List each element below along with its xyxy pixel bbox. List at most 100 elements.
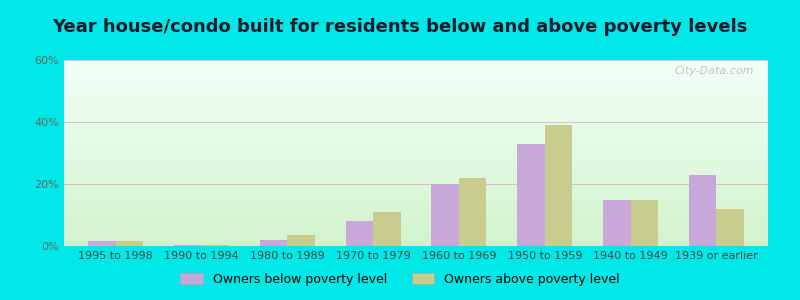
Bar [64, 135, 768, 136]
Bar [64, 214, 768, 215]
Bar [64, 101, 768, 102]
Text: City-Data.com: City-Data.com [674, 66, 754, 76]
Bar [115, 241, 143, 246]
Bar [64, 181, 768, 182]
Bar [202, 245, 229, 246]
Bar [64, 173, 768, 174]
Bar [64, 207, 768, 208]
Bar [64, 104, 768, 105]
Bar [64, 130, 768, 131]
Bar [64, 166, 768, 167]
Bar [64, 244, 768, 245]
Bar [64, 215, 768, 216]
Bar [64, 84, 768, 85]
Bar [64, 180, 768, 181]
Bar [64, 77, 768, 78]
Bar [64, 107, 768, 108]
Bar [287, 235, 314, 246]
Bar [64, 245, 768, 246]
Bar [64, 159, 768, 160]
Bar [64, 146, 768, 147]
Bar [64, 199, 768, 200]
Bar [64, 69, 768, 70]
Bar [64, 163, 768, 164]
Bar [64, 175, 768, 176]
Bar [64, 103, 768, 104]
Bar [64, 63, 768, 64]
Bar [431, 184, 459, 246]
Bar [64, 62, 768, 63]
Bar [64, 116, 768, 117]
Bar [64, 92, 768, 94]
Bar [64, 147, 768, 148]
Bar [64, 118, 768, 119]
Bar [64, 176, 768, 177]
Bar [64, 193, 768, 194]
Bar [64, 111, 768, 112]
Bar [64, 128, 768, 129]
Legend: Owners below poverty level, Owners above poverty level: Owners below poverty level, Owners above… [175, 268, 625, 291]
Bar [64, 61, 768, 62]
Bar [64, 83, 768, 84]
Bar [64, 125, 768, 126]
Bar [64, 99, 768, 100]
Bar [64, 235, 768, 236]
Bar [64, 171, 768, 172]
Bar [64, 242, 768, 243]
Bar [64, 126, 768, 127]
Bar [64, 178, 768, 179]
Bar [64, 133, 768, 134]
Bar [64, 144, 768, 145]
Bar [64, 82, 768, 83]
Bar [64, 210, 768, 211]
Bar [64, 112, 768, 113]
Bar [64, 127, 768, 128]
Bar [64, 136, 768, 137]
Bar [64, 108, 768, 109]
Bar [64, 149, 768, 150]
Bar [64, 155, 768, 156]
Bar [64, 154, 768, 155]
Bar [64, 91, 768, 92]
Bar [64, 106, 768, 107]
Bar [64, 209, 768, 210]
Bar [64, 131, 768, 132]
Bar [64, 204, 768, 205]
Bar [64, 228, 768, 229]
Bar [64, 233, 768, 234]
Bar [64, 232, 768, 233]
Bar [64, 156, 768, 157]
Bar [64, 70, 768, 71]
Bar [64, 208, 768, 209]
Bar [518, 144, 545, 246]
Bar [64, 139, 768, 140]
Bar [64, 191, 768, 192]
Bar [64, 122, 768, 123]
Bar [64, 76, 768, 77]
Bar [64, 190, 768, 191]
Bar [64, 123, 768, 124]
Bar [64, 197, 768, 198]
Bar [64, 95, 768, 96]
Bar [64, 160, 768, 161]
Bar [64, 225, 768, 226]
Bar [64, 230, 768, 231]
Bar [64, 117, 768, 118]
Bar [64, 162, 768, 163]
Bar [64, 110, 768, 111]
Bar [64, 88, 768, 89]
Bar [64, 87, 768, 88]
Bar [64, 184, 768, 185]
Bar [64, 240, 768, 241]
Bar [64, 198, 768, 199]
Bar [64, 145, 768, 146]
Bar [64, 85, 768, 86]
Bar [64, 219, 768, 220]
Bar [64, 182, 768, 183]
Bar [64, 114, 768, 115]
Bar [64, 174, 768, 175]
Bar [64, 140, 768, 141]
Bar [64, 201, 768, 202]
Bar [64, 231, 768, 232]
Bar [64, 120, 768, 122]
